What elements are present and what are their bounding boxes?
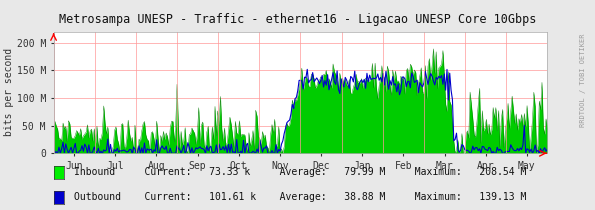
Text: Outbound    Current:   101.61 k    Average:   38.88 M     Maximum:   139.13 M: Outbound Current: 101.61 k Average: 38.8… [74,192,527,202]
Text: Metrosampa UNESP - Traffic - ethernet16 - Ligacao UNESP Core 10Gbps: Metrosampa UNESP - Traffic - ethernet16 … [59,13,536,26]
Y-axis label: bits per second: bits per second [4,48,14,136]
Text: RRDTOOL / TOBI OETIKER: RRDTOOL / TOBI OETIKER [580,33,586,127]
Text: Inbound     Current:   73.33 k     Average:   79.99 M     Maximum:   208.54 M: Inbound Current: 73.33 k Average: 79.99 … [74,167,527,177]
